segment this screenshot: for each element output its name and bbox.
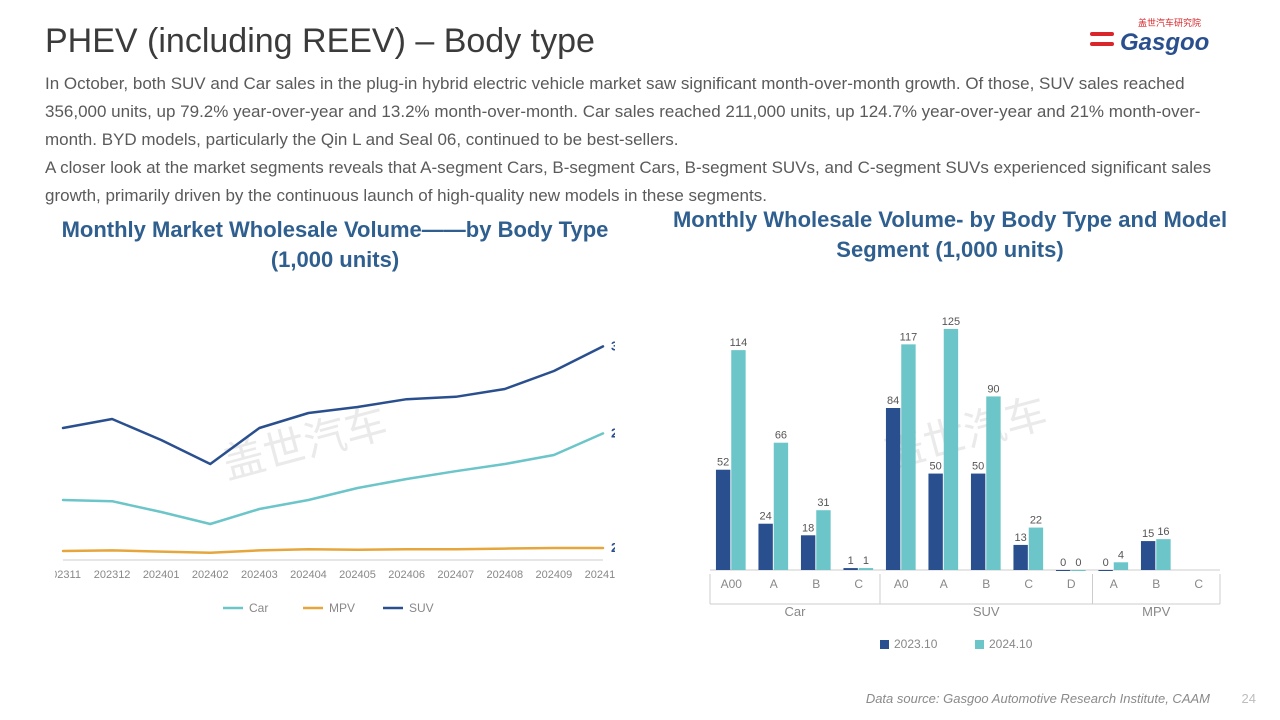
paragraph-1: In October, both SUV and Car sales in th… <box>45 70 1230 154</box>
svg-text:2023.10: 2023.10 <box>894 637 938 651</box>
svg-text:C: C <box>1024 577 1033 591</box>
svg-text:66: 66 <box>775 430 787 442</box>
svg-text:202402: 202402 <box>192 569 229 581</box>
svg-text:SUV: SUV <box>973 604 1000 619</box>
svg-text:A: A <box>940 577 948 591</box>
svg-text:22: 22 <box>1030 515 1042 527</box>
svg-text:A0: A0 <box>894 577 909 591</box>
svg-text:0: 0 <box>1103 557 1109 569</box>
svg-text:202410: 202410 <box>585 569 615 581</box>
svg-text:B: B <box>812 577 820 591</box>
svg-text:Car: Car <box>785 604 807 619</box>
svg-text:202312: 202312 <box>94 569 131 581</box>
svg-text:18: 18 <box>802 522 814 534</box>
svg-text:24: 24 <box>760 511 772 523</box>
svg-text:4: 4 <box>1118 549 1124 561</box>
svg-text:2024.10: 2024.10 <box>989 637 1033 651</box>
svg-text:117: 117 <box>900 331 918 343</box>
svg-text:52: 52 <box>717 457 729 469</box>
body-text: In October, both SUV and Car sales in th… <box>45 70 1230 210</box>
svg-text:1: 1 <box>863 555 869 567</box>
svg-text:0: 0 <box>1075 557 1081 569</box>
svg-text:A: A <box>1110 577 1118 591</box>
svg-text:125: 125 <box>942 316 960 328</box>
svg-text:202403: 202403 <box>241 569 278 581</box>
svg-text:202408: 202408 <box>486 569 523 581</box>
svg-text:1: 1 <box>848 555 854 567</box>
svg-text:0: 0 <box>1060 557 1066 569</box>
svg-text:202311: 202311 <box>55 569 81 581</box>
svg-text:202405: 202405 <box>339 569 376 581</box>
svg-text:50: 50 <box>972 461 984 473</box>
svg-text:MPV: MPV <box>1142 604 1171 619</box>
bar-chart-title: Monthly Wholesale Volume- by Body Type a… <box>660 205 1240 264</box>
svg-text:Gasgoo: Gasgoo <box>1120 29 1209 56</box>
svg-text:C: C <box>1194 577 1203 591</box>
svg-text:211: 211 <box>611 425 615 440</box>
svg-text:13: 13 <box>1015 532 1027 544</box>
svg-text:202404: 202404 <box>290 569 327 581</box>
svg-text:SUV: SUV <box>409 601 434 615</box>
data-source-footer: Data source: Gasgoo Automotive Research … <box>866 691 1210 706</box>
svg-text:Car: Car <box>249 601 268 615</box>
svg-text:20: 20 <box>611 540 615 555</box>
svg-text:B: B <box>1152 577 1160 591</box>
svg-text:202401: 202401 <box>143 569 180 581</box>
svg-text:D: D <box>1067 577 1076 591</box>
svg-text:90: 90 <box>987 383 999 395</box>
svg-text:盖世汽车研究院: 盖世汽车研究院 <box>1138 18 1201 28</box>
svg-text:31: 31 <box>817 497 829 509</box>
page-title: PHEV (including REEV) – Body type <box>45 22 595 61</box>
page-number: 24 <box>1242 691 1256 706</box>
svg-text:C: C <box>854 577 863 591</box>
gasgoo-logo: Gasgoo 盖世汽车研究院 <box>1090 18 1240 66</box>
paragraph-2: A closer look at the market segments rev… <box>45 154 1230 210</box>
svg-text:16: 16 <box>1157 526 1169 538</box>
svg-text:50: 50 <box>930 461 942 473</box>
svg-text:356: 356 <box>611 338 615 353</box>
svg-text:202409: 202409 <box>536 569 573 581</box>
line-chart: 211 20 356 202311 202312 202401 202402 202403 20… <box>55 310 615 620</box>
svg-text:202407: 202407 <box>437 569 474 581</box>
svg-text:202406: 202406 <box>388 569 425 581</box>
svg-text:B: B <box>982 577 990 591</box>
svg-text:15: 15 <box>1142 528 1154 540</box>
svg-text:MPV: MPV <box>329 601 355 615</box>
line-chart-title: Monthly Market Wholesale Volume——by Body… <box>45 215 625 274</box>
svg-text:A00: A00 <box>721 577 743 591</box>
svg-text:114: 114 <box>730 337 748 349</box>
svg-text:A: A <box>770 577 778 591</box>
bar-chart: 52114A002466A1831B11C84117A050125A5090B1… <box>700 290 1240 660</box>
svg-text:84: 84 <box>887 395 899 407</box>
